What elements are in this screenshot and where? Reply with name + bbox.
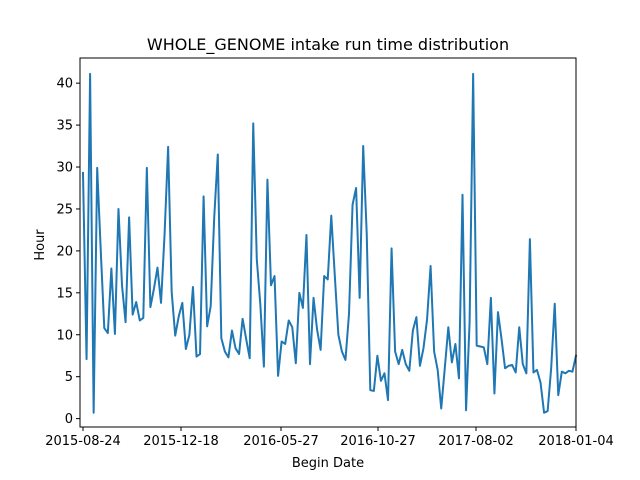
y-tick-label: 0 (65, 412, 73, 427)
y-tick-label: 30 (56, 161, 73, 176)
x-tick-label: 2018-01-04 (538, 434, 614, 449)
x-axis-title: Begin Date (292, 456, 364, 471)
plot-frame (79, 57, 577, 428)
y-tick-label: 5 (65, 370, 73, 385)
y-axis: 0 5 10 15 20 25 30 35 40 (56, 77, 80, 427)
y-tick-label: 15 (56, 286, 73, 301)
y-tick-label: 35 (56, 119, 73, 134)
chart-title: WHOLE_GENOME intake run time distributio… (147, 35, 509, 55)
x-tick-label: 2015-08-24 (45, 434, 121, 449)
y-axis-title: Hour (33, 229, 48, 261)
y-tick-label: 20 (56, 244, 73, 259)
y-tick-label: 10 (56, 328, 73, 343)
series-line-0 (81, 72, 578, 414)
y-tick-label: 40 (56, 77, 73, 92)
x-tick-label: 2015-12-18 (143, 434, 219, 449)
x-tick-label: 2017-08-02 (438, 434, 514, 449)
x-tick-label: 2016-10-27 (340, 434, 416, 449)
y-tick-label: 25 (56, 202, 73, 217)
plot-area (81, 72, 578, 414)
x-axis: 2015-08-24 2015-12-18 2016-05-27 2016-10-27… (45, 427, 614, 449)
x-tick-label: 2016-05-27 (243, 434, 319, 449)
